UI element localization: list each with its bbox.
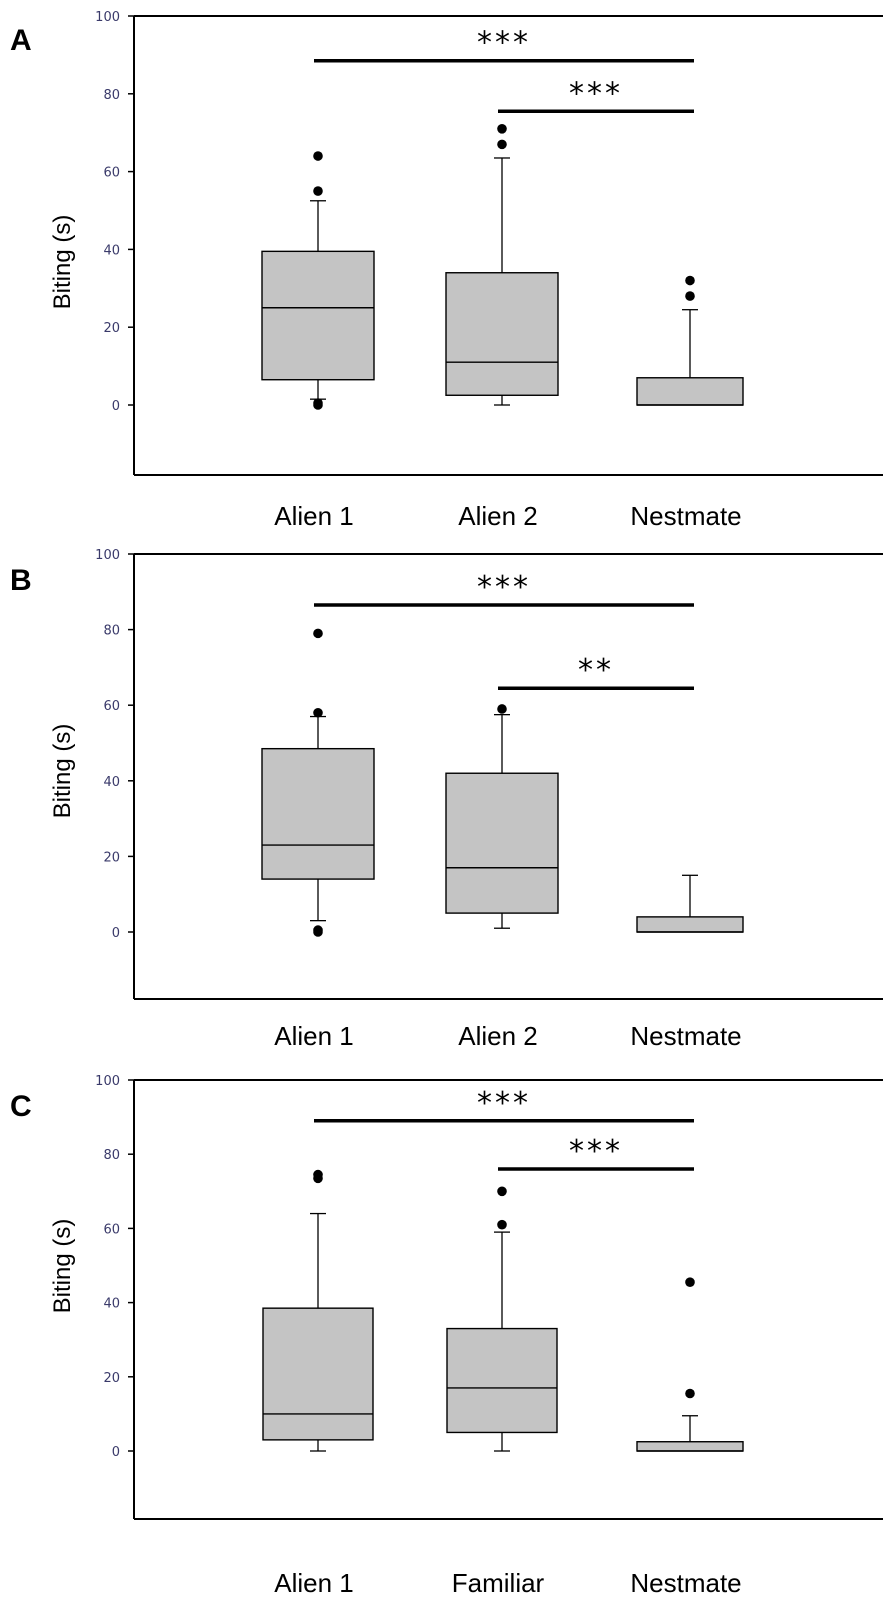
- box-alien-2: [445, 124, 559, 406]
- significance-bracket: ***: [314, 1086, 694, 1123]
- y-tick-label: 20: [103, 850, 120, 865]
- x-category-label: Alien 1: [274, 501, 354, 531]
- y-tick-label: 80: [103, 624, 120, 639]
- panel-letter: C: [10, 1090, 32, 1123]
- box-alien-1: [262, 1169, 374, 1452]
- outlier-point: [313, 186, 323, 196]
- significance-label: **: [578, 653, 614, 688]
- panel-letter: B: [10, 564, 32, 597]
- x-category-label: Nestmate: [630, 1021, 741, 1051]
- box-alien-1: [261, 628, 375, 937]
- x-category-label: Alien 2: [458, 501, 538, 531]
- y-tick-label: 40: [103, 243, 120, 258]
- outlier-point: [685, 291, 695, 301]
- outlier-point: [685, 1277, 695, 1287]
- box-familiar: [446, 1186, 558, 1452]
- y-tick-label: 100: [95, 1074, 120, 1089]
- significance-bracket: ***: [314, 26, 694, 63]
- box-body: [261, 747, 375, 880]
- outlier-point: [685, 1388, 695, 1399]
- y-tick-label: 60: [103, 166, 120, 181]
- y-tick-label: 20: [103, 321, 120, 336]
- box-alien-2: [445, 704, 559, 929]
- box-body: [445, 772, 559, 914]
- y-tick-label: 100: [95, 10, 120, 25]
- y-tick-label: 40: [103, 775, 120, 790]
- outlier-point: [313, 927, 323, 937]
- box-body: [446, 1327, 558, 1434]
- panel-a: A 0 20 40 60 80 100 Biting (s) Alien 1 Alien 2 Nes…: [10, 10, 883, 531]
- panel-b: B 0 20 40 60 80 100 Biting (s) Alien 1 Alien 2 Nes…: [10, 548, 883, 1051]
- significance-label: ***: [569, 1134, 623, 1169]
- significance-bracket: ***: [314, 570, 694, 607]
- x-category-label: Alien 2: [458, 1021, 538, 1051]
- box-nestmate: [636, 874, 744, 933]
- significance-label: ***: [477, 570, 531, 605]
- outlier-point: [313, 1169, 323, 1180]
- outlier-point: [497, 139, 507, 150]
- y-tick-label: 0: [112, 399, 120, 414]
- panel-c: C 0 20 40 60 80 100 Biting (s) Alien 1 Familiar Ne…: [10, 1074, 883, 1598]
- panel-letter: A: [10, 24, 32, 57]
- y-tick-label: 100: [95, 548, 120, 563]
- box-body: [261, 250, 375, 381]
- outlier-point: [497, 1186, 507, 1197]
- y-tick-label: 80: [103, 88, 120, 103]
- y-tick-label: 0: [112, 1445, 120, 1460]
- box-alien-1: [261, 151, 375, 410]
- outlier-point: [497, 1219, 507, 1230]
- x-category-label: Nestmate: [630, 501, 741, 531]
- significance-bracket: ***: [498, 1134, 694, 1171]
- box-nestmate: [636, 275, 744, 406]
- outlier-point: [497, 124, 507, 134]
- outlier-point: [313, 151, 323, 161]
- outlier-point: [497, 704, 507, 714]
- significance-bracket: **: [498, 653, 694, 690]
- x-category-label: Alien 1: [274, 1021, 354, 1051]
- significance-bracket: ***: [498, 76, 694, 114]
- box-body: [636, 377, 744, 406]
- significance-label: ***: [477, 26, 531, 61]
- y-tick-label: 60: [103, 1222, 120, 1237]
- x-category-label: Familiar: [452, 1568, 545, 1598]
- x-category-label: Nestmate: [630, 1568, 741, 1598]
- box-nestmate: [636, 1277, 744, 1452]
- y-axis-title: Biting (s): [49, 1219, 76, 1314]
- outlier-point: [313, 628, 323, 639]
- box-body: [636, 1441, 744, 1452]
- box-body: [636, 916, 744, 933]
- y-tick-label: 40: [103, 1297, 120, 1312]
- y-tick-label: 80: [103, 1148, 120, 1163]
- outlier-point: [313, 707, 323, 718]
- y-axis-title: Biting (s): [49, 215, 76, 310]
- y-tick-label: 20: [103, 1371, 120, 1386]
- outlier-point: [313, 400, 323, 410]
- significance-label: ***: [477, 1086, 531, 1121]
- significance-label: ***: [569, 76, 623, 111]
- y-axis-title: Biting (s): [49, 724, 76, 819]
- y-tick-label: 60: [103, 699, 120, 714]
- outlier-point: [685, 275, 695, 286]
- x-category-label: Alien 1: [274, 1568, 354, 1598]
- box-body: [262, 1307, 374, 1441]
- box-body: [445, 272, 559, 396]
- y-tick-label: 0: [112, 926, 120, 941]
